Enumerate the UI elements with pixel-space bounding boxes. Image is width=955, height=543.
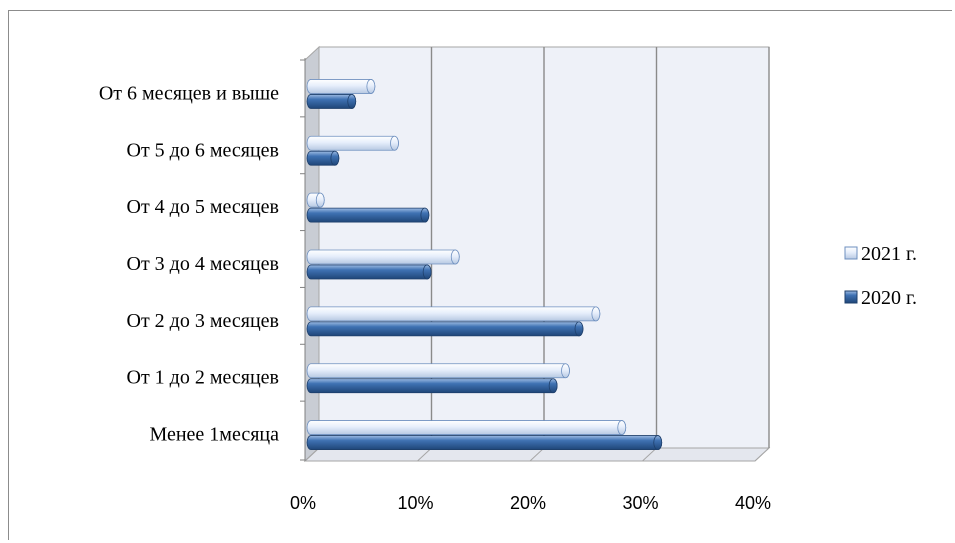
- bar-2020-cap: [653, 435, 663, 450]
- axes: [300, 58, 306, 461]
- category-label: От 3 до 4 месяцев: [127, 253, 280, 275]
- bar-2020: [306, 207, 430, 223]
- bar-2020-body: [306, 207, 430, 223]
- x-tick-label: 40%: [735, 493, 771, 513]
- x-tick-label: 0%: [290, 493, 316, 513]
- legend-swatch: [844, 290, 858, 304]
- bar-2020-body: [306, 435, 663, 450]
- floor-gridline: [754, 447, 770, 462]
- category-label: От 5 до 6 месяцев: [127, 139, 280, 161]
- x-tick-label: 30%: [622, 493, 658, 513]
- chart-frame: [8, 10, 952, 540]
- bar-2021-cap: [315, 192, 325, 208]
- bar-2020-body: [306, 321, 584, 337]
- bar-2021-body: [306, 135, 399, 151]
- category-label: От 4 до 5 месяцев: [127, 196, 280, 218]
- bar-2021: [306, 249, 460, 265]
- bar-2020-cap: [347, 94, 357, 109]
- legend-label: 2021 г.: [861, 243, 917, 265]
- bar-2021: [306, 363, 570, 379]
- category-label: От 6 месяцев и выше: [99, 82, 279, 104]
- x-tick-label: 10%: [397, 493, 433, 513]
- bar-2020-body: [306, 264, 432, 280]
- category-labels: Менее 1месяца От 1 до 2 месяцев От 2 до 3 …: [99, 82, 279, 445]
- x-tick-labels: 0% 10% 20% 30% 40%: [290, 493, 771, 513]
- legend-swatch: [844, 246, 858, 260]
- bar-2020-cap: [422, 264, 432, 280]
- bar-2021-cap: [390, 135, 399, 151]
- category-label: Менее 1месяца: [149, 424, 279, 446]
- category-label: От 2 до 3 месяцев: [127, 310, 280, 332]
- bar-2020: [306, 378, 558, 394]
- bar-2020: [306, 150, 340, 166]
- bar-2020: [306, 94, 357, 109]
- bar-2021-body: [306, 249, 460, 265]
- x-tick-label: 20%: [510, 493, 546, 513]
- bar-2021-cap: [366, 79, 376, 94]
- bar-2020: [306, 321, 584, 337]
- bar-2020-cap: [548, 378, 558, 394]
- floor-gridline: [417, 447, 432, 462]
- legend: 2021 г. 2020 г.: [844, 243, 917, 309]
- bar-2021: [306, 135, 399, 151]
- bars: [306, 79, 663, 450]
- bar-2020-cap: [574, 321, 584, 337]
- bar-2021-body: [306, 363, 570, 379]
- bar-2020-cap: [420, 207, 430, 223]
- legend-label: 2020 г.: [861, 287, 917, 309]
- grid-lines: [304, 47, 770, 462]
- category-label: От 1 до 2 месяцев: [127, 367, 280, 389]
- bar-2021: [306, 79, 376, 94]
- bar-2020-body: [306, 378, 558, 394]
- bar-2021-cap: [450, 249, 460, 265]
- bar-2021: [306, 306, 601, 322]
- floor-gridline: [529, 447, 545, 462]
- bar-2021-body: [306, 420, 627, 435]
- bar-2020: [306, 435, 663, 450]
- bar-2021-body: [306, 306, 601, 322]
- bar-2021: [306, 192, 325, 208]
- bar-2021-body: [306, 79, 376, 94]
- bar-2021: [306, 420, 627, 435]
- bar-2020: [306, 264, 432, 280]
- bar-2021-cap: [617, 420, 627, 435]
- floor-gridline: [304, 447, 320, 462]
- bar-2021-cap: [591, 306, 601, 322]
- floor-gridline: [642, 447, 657, 462]
- bar-2020-cap: [330, 150, 340, 166]
- bar-2021-cap: [561, 363, 570, 379]
